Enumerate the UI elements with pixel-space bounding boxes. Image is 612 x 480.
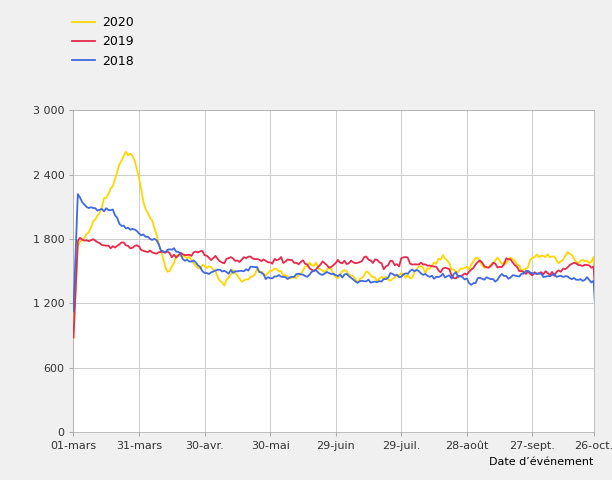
- X-axis label: Date d’événement: Date d’événement: [489, 456, 594, 467]
- 2018: [557, 273, 564, 278]
- 2018: [249, 264, 256, 270]
- 2020: [249, 274, 256, 279]
- 2020: [155, 240, 162, 246]
- 2020: [417, 263, 425, 269]
- Line: 2020: 2020: [73, 152, 596, 338]
- Line: 2019: 2019: [73, 238, 596, 337]
- Line: 2018: 2018: [73, 194, 596, 321]
- 2018: [592, 318, 600, 324]
- 2019: [155, 250, 162, 255]
- 2019: [70, 335, 77, 340]
- 2019: [76, 235, 84, 240]
- 2019: [107, 245, 114, 251]
- 2020: [105, 191, 112, 197]
- 2018: [155, 241, 162, 247]
- 2019: [592, 304, 600, 310]
- 2018: [107, 207, 114, 213]
- 2020: [592, 296, 600, 302]
- 2018: [70, 309, 77, 314]
- 2019: [249, 255, 256, 261]
- 2019: [557, 269, 564, 275]
- 2020: [92, 216, 99, 222]
- 2018: [74, 191, 81, 197]
- 2020: [70, 335, 77, 341]
- 2018: [417, 271, 425, 276]
- 2019: [94, 239, 101, 245]
- 2020: [122, 149, 130, 155]
- 2019: [417, 260, 425, 265]
- Legend: 2020, 2019, 2018: 2020, 2019, 2018: [67, 11, 139, 72]
- 2020: [557, 258, 564, 264]
- 2018: [94, 208, 101, 214]
